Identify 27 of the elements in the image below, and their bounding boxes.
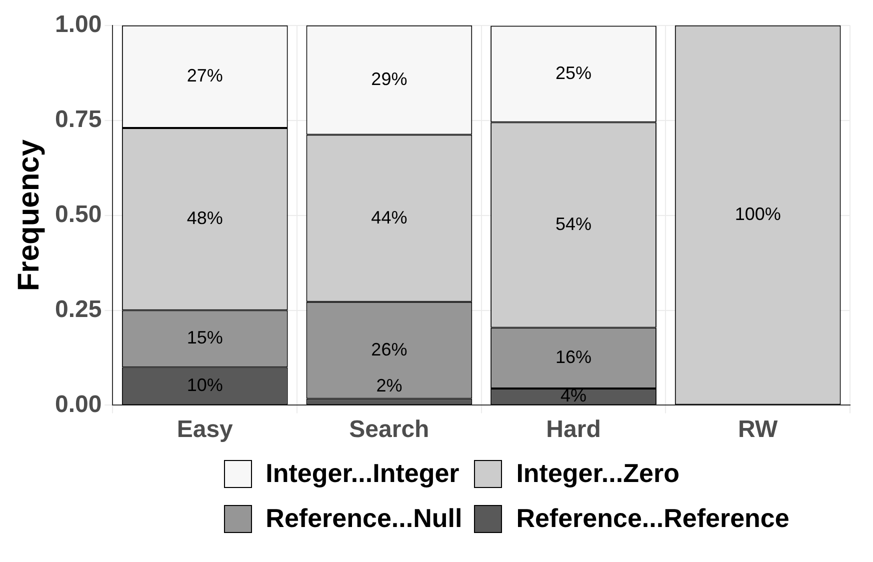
y-tick-label: 1.00 bbox=[54, 11, 102, 38]
y-tick-label: 0.75 bbox=[54, 106, 102, 133]
text: Integer...Zero bbox=[516, 458, 680, 489]
data-label: 29% bbox=[371, 69, 408, 90]
y-axis-title: Frequency bbox=[12, 139, 46, 292]
data-label: 16% bbox=[556, 347, 592, 368]
data-label: 48% bbox=[186, 208, 223, 228]
x-tick-label: Search bbox=[349, 416, 430, 444]
y-tick-label: 0.50 bbox=[54, 200, 102, 228]
legend-label: Reference...Reference bbox=[516, 503, 790, 534]
x-tick-label: Easy bbox=[176, 416, 234, 444]
legend-label: Integer...Integer bbox=[266, 458, 460, 489]
data-label: 44% bbox=[371, 207, 408, 228]
data-label: 27% bbox=[186, 66, 223, 86]
y-tick-label: 0.00 bbox=[54, 390, 102, 418]
legend-label: Reference...Null bbox=[266, 503, 462, 534]
x-tick-label: RW bbox=[738, 416, 778, 444]
data-label: 4% bbox=[560, 386, 587, 406]
data-label: 100% bbox=[734, 204, 781, 224]
data-label: 54% bbox=[556, 214, 592, 234]
data-label: 25% bbox=[556, 62, 592, 83]
x-tick-label: Hard bbox=[546, 416, 601, 444]
y-tick-label: 0.25 bbox=[54, 296, 102, 323]
data-label: 2% bbox=[376, 376, 402, 396]
data-label: 15% bbox=[186, 328, 223, 348]
data-label: 26% bbox=[371, 339, 408, 360]
data-label: 10% bbox=[186, 374, 223, 395]
